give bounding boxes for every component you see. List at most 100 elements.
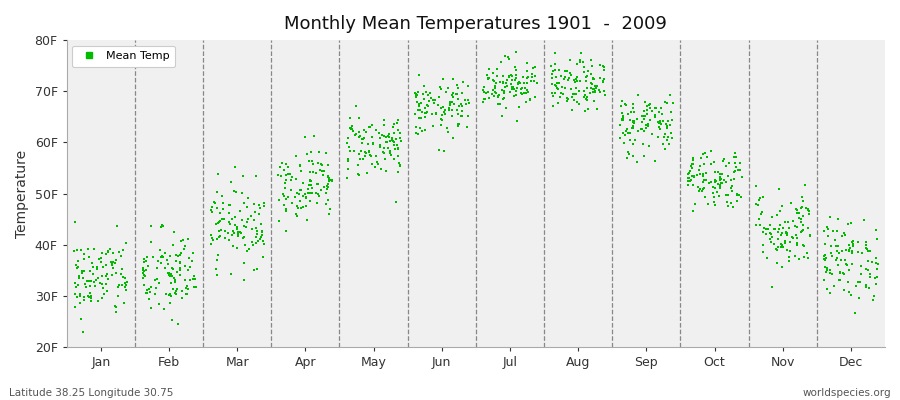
Point (846, 238, 860, 244)
Point (139, 266, 153, 273)
Point (718, 179, 733, 186)
Point (647, 158, 662, 164)
Point (716, 156, 731, 162)
Point (305, 190, 320, 196)
Point (756, 225, 770, 231)
Point (363, 124, 377, 130)
Point (309, 170, 323, 176)
Point (295, 193, 310, 200)
Point (527, 94, 542, 100)
Point (507, 93, 521, 100)
Point (454, 108, 469, 114)
Point (749, 183, 763, 190)
Point (289, 176, 303, 182)
Point (571, 78, 585, 84)
Point (526, 78, 541, 84)
Point (383, 148, 398, 154)
Point (345, 126, 359, 132)
Point (481, 75, 495, 82)
Point (706, 159, 721, 166)
Point (181, 286, 195, 292)
Point (842, 242, 856, 248)
Point (249, 172, 264, 179)
Point (279, 196, 293, 202)
Point (179, 291, 194, 298)
Point (713, 175, 727, 181)
Point (247, 201, 261, 208)
Point (616, 130, 630, 136)
Point (252, 211, 266, 218)
Point (255, 229, 269, 235)
Point (460, 124, 474, 130)
Point (842, 267, 857, 274)
Point (436, 76, 450, 83)
Point (70, 265, 85, 271)
Point (497, 89, 511, 96)
Point (105, 272, 120, 278)
Point (547, 90, 562, 96)
Point (708, 179, 723, 185)
Point (174, 238, 188, 245)
Point (523, 97, 537, 103)
Point (616, 117, 630, 123)
Point (795, 228, 809, 234)
Point (106, 264, 121, 271)
Point (788, 223, 802, 230)
Point (311, 193, 326, 199)
Point (770, 247, 784, 254)
Point (368, 164, 382, 170)
Point (116, 246, 130, 253)
Point (648, 113, 662, 120)
Point (631, 92, 645, 98)
Point (149, 285, 164, 292)
Point (233, 208, 248, 214)
Point (295, 204, 310, 211)
Point (502, 73, 517, 79)
Point (863, 248, 878, 255)
Point (727, 168, 742, 175)
Point (623, 137, 637, 144)
Point (704, 148, 718, 154)
Point (302, 190, 317, 196)
Point (352, 134, 366, 140)
Point (477, 89, 491, 96)
Point (235, 217, 249, 223)
Point (697, 185, 711, 191)
Point (449, 82, 464, 88)
Point (860, 246, 874, 252)
Point (114, 266, 129, 272)
Point (481, 76, 495, 82)
Point (91, 275, 105, 282)
Point (505, 84, 519, 90)
Point (551, 86, 565, 92)
Point (764, 239, 778, 245)
Point (298, 191, 312, 198)
Point (765, 214, 779, 220)
Point (76, 268, 91, 274)
Point (715, 171, 729, 178)
Point (618, 101, 633, 108)
Point (693, 170, 707, 177)
Point (95, 281, 110, 287)
Point (497, 88, 511, 94)
Point (683, 168, 698, 175)
Point (450, 122, 464, 129)
Point (588, 88, 602, 94)
Point (662, 133, 676, 140)
Point (257, 202, 272, 209)
Point (216, 200, 230, 207)
Point (340, 140, 355, 147)
Point (518, 79, 532, 86)
Point (274, 160, 289, 166)
Point (272, 217, 286, 224)
Point (546, 102, 561, 109)
Point (521, 89, 535, 95)
Point (501, 56, 516, 62)
Point (790, 224, 805, 230)
Point (794, 205, 808, 212)
Point (732, 192, 746, 198)
Point (586, 75, 600, 81)
Point (586, 75, 600, 82)
Point (415, 109, 429, 115)
Point (163, 291, 177, 298)
